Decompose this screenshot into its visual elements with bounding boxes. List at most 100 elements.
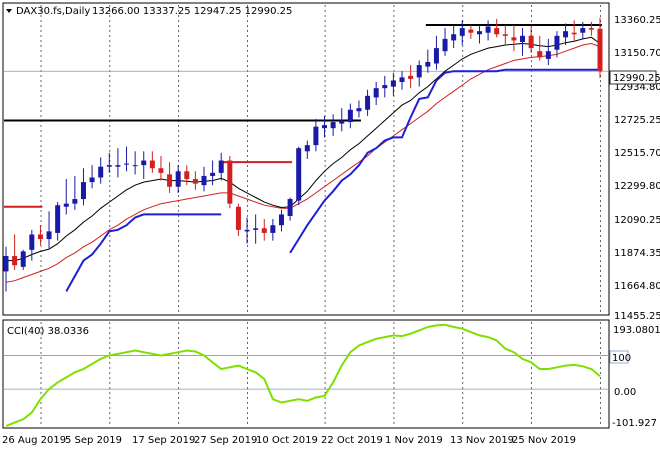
candle-body bbox=[382, 85, 388, 89]
candle-body bbox=[433, 48, 439, 64]
candle-body bbox=[304, 145, 310, 152]
candle-body bbox=[580, 28, 586, 33]
cci-100-box bbox=[609, 350, 629, 364]
candle-body bbox=[511, 37, 517, 41]
candle-body bbox=[3, 256, 9, 272]
ema-fast-line bbox=[6, 36, 601, 262]
cci-label: CCI(40) 38.0336 bbox=[7, 326, 89, 337]
candle-body bbox=[227, 160, 233, 204]
candle-body bbox=[244, 229, 250, 232]
chart-header: DAX30.fs,Daily 13266.00 13337.25 12947.2… bbox=[6, 6, 292, 17]
candle-body bbox=[89, 177, 95, 183]
candle-body bbox=[106, 165, 112, 167]
candle-body bbox=[356, 108, 362, 112]
candle-body bbox=[201, 175, 207, 186]
cci-tick-label: 193.0801 bbox=[613, 325, 660, 336]
price-tick-label: 13360.25 bbox=[614, 15, 660, 26]
candles bbox=[3, 17, 603, 292]
candle-body bbox=[46, 231, 52, 240]
candle-body bbox=[124, 163, 130, 165]
candle-body bbox=[235, 206, 241, 230]
candle-body bbox=[494, 28, 500, 35]
candle-body bbox=[476, 31, 482, 35]
candle-body bbox=[545, 51, 551, 59]
candle-body bbox=[270, 225, 276, 233]
candle-body bbox=[167, 174, 173, 187]
candle-body bbox=[175, 171, 181, 187]
candle-body bbox=[502, 34, 508, 36]
candle-body bbox=[588, 28, 594, 30]
candle-body bbox=[554, 35, 560, 50]
candle-body bbox=[537, 51, 543, 58]
candle-body bbox=[72, 199, 78, 204]
date-tick-label: 17 Sep 2019 bbox=[132, 435, 195, 446]
collapse-triangle-icon[interactable] bbox=[6, 9, 12, 13]
candle-body bbox=[20, 251, 26, 267]
candle-body bbox=[261, 228, 267, 233]
price-tick-label: 12725.25 bbox=[614, 115, 660, 126]
candle-body bbox=[451, 34, 457, 41]
candle-body bbox=[399, 77, 405, 82]
candle-body bbox=[29, 234, 35, 250]
candle-body bbox=[468, 29, 474, 33]
current-price-label: 12990.25 bbox=[613, 73, 660, 84]
price-tick-label: 11664.80 bbox=[614, 281, 660, 292]
candle-body bbox=[563, 31, 569, 38]
candle-body bbox=[210, 172, 216, 176]
candle-body bbox=[597, 28, 603, 72]
cci-panel-frame bbox=[2, 319, 610, 429]
date-tick-label: 13 Nov 2019 bbox=[450, 435, 514, 446]
candle-body bbox=[571, 32, 577, 35]
candle-body bbox=[425, 61, 431, 67]
candle-body bbox=[141, 160, 147, 166]
candle-body bbox=[330, 122, 336, 129]
candle-body bbox=[365, 95, 371, 110]
date-tick-label: 25 Nov 2019 bbox=[512, 435, 576, 446]
cci-tick-label: 100 bbox=[612, 353, 631, 364]
candle-body bbox=[373, 88, 379, 98]
cci-line bbox=[5, 323, 601, 427]
candle-body bbox=[37, 234, 43, 240]
candle-body bbox=[63, 203, 69, 207]
candle-body bbox=[287, 199, 293, 216]
candle-body bbox=[253, 228, 259, 230]
date-axis: 26 Aug 2019 5 Sep 2019 17 Sep 2019 27 Se… bbox=[2, 435, 576, 446]
price-tick-label: 13150.70 bbox=[614, 48, 660, 59]
candle-body bbox=[416, 65, 422, 78]
candle-body bbox=[192, 179, 198, 184]
candle-body bbox=[485, 26, 491, 33]
grid-lines bbox=[3, 5, 609, 426]
date-tick-label: 26 Aug 2019 bbox=[2, 435, 66, 446]
candle-body bbox=[296, 148, 302, 201]
candle-body bbox=[149, 160, 155, 169]
date-tick-label: 27 Sep 2019 bbox=[194, 435, 257, 446]
candle-body bbox=[459, 28, 465, 36]
candle-body bbox=[520, 35, 526, 42]
candle-body bbox=[347, 109, 353, 123]
candle-body bbox=[322, 125, 328, 129]
candle-body bbox=[158, 168, 164, 173]
candle-body bbox=[442, 38, 448, 52]
date-tick-label: 1 Nov 2019 bbox=[385, 435, 443, 446]
candle-body bbox=[313, 126, 319, 146]
candle-body bbox=[55, 205, 61, 233]
cci-series bbox=[3, 323, 609, 427]
ema-slow-line bbox=[5, 42, 601, 283]
main-panel-frame bbox=[2, 2, 610, 316]
candle-body bbox=[184, 171, 190, 180]
date-tick-label: 22 Oct 2019 bbox=[321, 435, 383, 446]
current-price-box bbox=[609, 70, 657, 85]
candle-body bbox=[390, 80, 396, 87]
price-tick-label: 12090.25 bbox=[614, 215, 660, 226]
symbol-label: DAX30.fs,Daily bbox=[16, 6, 90, 17]
price-tick-label: 12515.70 bbox=[614, 148, 660, 159]
candle-body bbox=[278, 214, 284, 226]
candle-body bbox=[115, 165, 121, 167]
candle-body bbox=[339, 120, 345, 124]
indicator-lines bbox=[5, 36, 601, 292]
trailing-stop-line bbox=[65, 213, 222, 292]
price-tick-label: 12299.80 bbox=[614, 181, 660, 192]
candle-body bbox=[80, 182, 86, 200]
